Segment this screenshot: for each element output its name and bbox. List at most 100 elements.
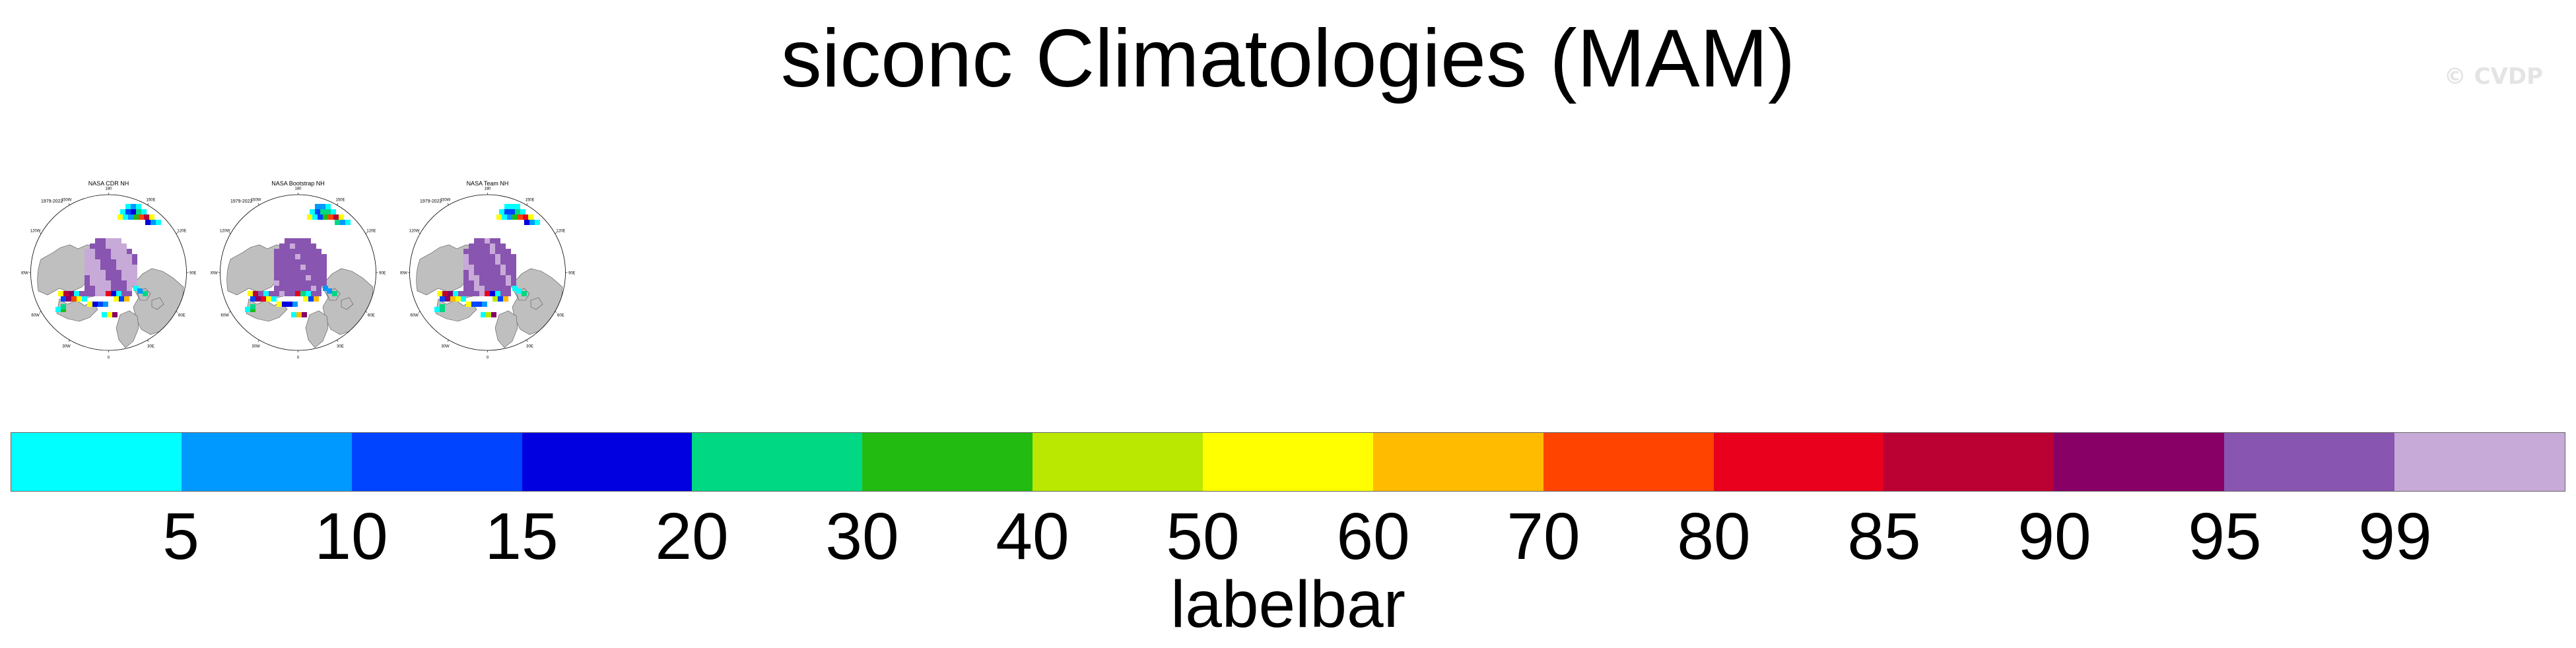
longitude-label: 30E bbox=[337, 344, 344, 348]
sea-ice-cell bbox=[500, 270, 506, 275]
land-mass bbox=[305, 310, 329, 348]
sea-ice-cell bbox=[315, 209, 320, 214]
panel-years: 1979-2022 bbox=[420, 199, 442, 204]
sea-ice-cell bbox=[106, 270, 111, 275]
sea-ice-cell bbox=[111, 291, 116, 296]
sea-ice-cell bbox=[292, 302, 298, 307]
longitude-tick bbox=[39, 232, 42, 234]
sea-ice-cell bbox=[121, 275, 127, 280]
sea-ice-cell bbox=[102, 312, 107, 317]
sea-ice-cell bbox=[106, 238, 111, 243]
labelbar-tick-label: 85 bbox=[1847, 500, 1921, 573]
sea-ice-cell bbox=[106, 259, 111, 265]
panel-years: 1979-2022 bbox=[230, 199, 253, 204]
sea-ice-cell bbox=[82, 296, 87, 302]
sea-ice-cell bbox=[136, 204, 141, 209]
sea-ice-cell bbox=[300, 243, 306, 249]
sea-ice-cell bbox=[500, 275, 506, 280]
sea-ice-cell bbox=[100, 270, 106, 275]
sea-ice-cell bbox=[491, 312, 496, 317]
sea-ice-cell bbox=[127, 286, 132, 291]
sea-ice-cell bbox=[463, 280, 469, 286]
sea-ice-cell bbox=[510, 209, 515, 214]
sea-ice-cell bbox=[290, 270, 295, 275]
sea-ice-cell bbox=[311, 280, 316, 286]
longitude-label: 90E bbox=[189, 272, 196, 276]
sea-ice-cell bbox=[522, 291, 527, 296]
sea-ice-cell bbox=[295, 280, 300, 286]
sea-ice-cell bbox=[116, 254, 121, 259]
sea-ice-cell bbox=[118, 214, 123, 220]
longitude-tick bbox=[526, 203, 528, 205]
sea-ice-cell bbox=[132, 270, 137, 275]
sea-ice-cell bbox=[535, 220, 540, 225]
sea-ice-cell bbox=[100, 238, 106, 243]
sea-ice-cell bbox=[263, 291, 269, 296]
labelbar-tick-label: 5 bbox=[162, 500, 199, 573]
sea-ice-cell bbox=[495, 291, 500, 296]
sea-ice-cell bbox=[469, 286, 474, 291]
map-contents bbox=[416, 204, 563, 348]
sea-ice-cell bbox=[306, 270, 311, 275]
sea-ice-cell bbox=[471, 302, 477, 307]
map-contents bbox=[226, 204, 374, 348]
sea-ice-cell bbox=[322, 265, 327, 270]
sea-ice-cell bbox=[474, 249, 479, 254]
longitude-label: 150E bbox=[335, 199, 345, 203]
sea-ice-cell bbox=[512, 286, 518, 291]
sea-ice-cell bbox=[453, 291, 458, 296]
sea-ice-cell bbox=[85, 265, 90, 270]
sea-ice-cell bbox=[485, 280, 490, 286]
sea-ice-cell bbox=[312, 214, 318, 220]
sea-ice-cell bbox=[85, 280, 90, 286]
sea-ice-cell bbox=[290, 280, 295, 286]
sea-ice-cell bbox=[149, 214, 154, 220]
sea-ice-cell bbox=[106, 265, 111, 270]
sea-ice-cell bbox=[121, 265, 127, 270]
sea-ice-cell bbox=[490, 243, 495, 249]
sea-ice-cell bbox=[339, 214, 344, 220]
sea-ice-cell bbox=[303, 296, 308, 302]
sea-ice-cell bbox=[143, 291, 148, 296]
labelbar-swatch bbox=[1883, 433, 2054, 491]
sea-ice-cell bbox=[131, 204, 136, 209]
sea-ice-cell bbox=[300, 291, 306, 296]
sea-ice-cell bbox=[485, 254, 490, 259]
sea-ice-cell bbox=[506, 286, 511, 291]
longitude-tick bbox=[68, 203, 70, 205]
sea-ice-cell bbox=[145, 220, 151, 225]
sea-ice-cell bbox=[463, 291, 469, 296]
sea-ice-cell bbox=[529, 220, 535, 225]
sea-ice-cell bbox=[100, 243, 106, 249]
sea-ice-cell bbox=[111, 265, 116, 270]
longitude-tick bbox=[418, 311, 421, 313]
longitude-tick bbox=[526, 340, 528, 342]
sea-ice-cell bbox=[479, 270, 485, 275]
sea-ice-cell bbox=[485, 243, 490, 249]
sea-ice-cell bbox=[121, 286, 127, 291]
sea-ice-cell bbox=[63, 291, 69, 296]
longitude-label: 60E bbox=[557, 314, 564, 318]
sea-ice-cell bbox=[490, 275, 495, 280]
sea-ice-cell bbox=[95, 243, 100, 249]
sea-ice-cell bbox=[274, 259, 279, 265]
sea-ice-cell bbox=[461, 296, 466, 302]
sea-ice-cell bbox=[266, 296, 271, 302]
sea-ice-cell bbox=[506, 275, 511, 280]
sea-ice-cell bbox=[69, 291, 74, 296]
map-panel-nasa-team-nh: NASA Team NH 1979-2022 0 30E 60E 90E 120E 150… bbox=[400, 175, 575, 363]
sea-ice-cell bbox=[490, 259, 495, 265]
labelbar-swatch bbox=[2394, 433, 2565, 491]
longitude-tick bbox=[228, 232, 231, 234]
sea-ice-cell bbox=[295, 238, 300, 243]
sea-ice-cell bbox=[479, 243, 485, 249]
sea-ice-cell bbox=[100, 286, 106, 291]
longitude-tick bbox=[176, 232, 178, 234]
sea-ice-cell bbox=[307, 214, 312, 220]
longitude-label: 0 bbox=[108, 356, 110, 360]
sea-ice-cell bbox=[121, 254, 127, 259]
sea-ice-cell bbox=[500, 291, 506, 296]
sea-ice-cell bbox=[74, 291, 79, 296]
sea-ice-cell bbox=[116, 275, 121, 280]
polar-map: NASA Bootstrap NH 1979-2022 0 30E 60E 90E 12… bbox=[211, 180, 386, 360]
